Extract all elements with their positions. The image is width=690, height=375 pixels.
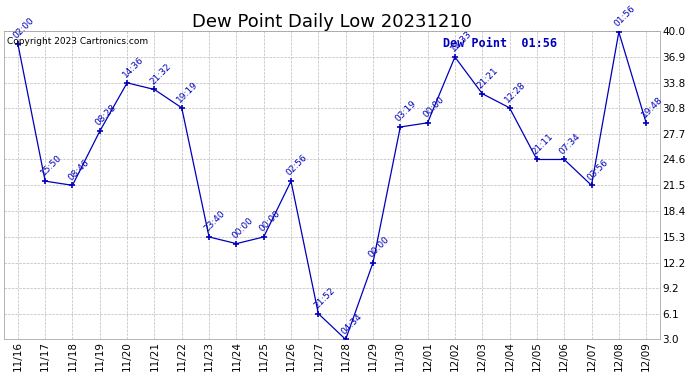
Text: Copyright 2023 Cartronics.com: Copyright 2023 Cartronics.com <box>8 38 148 46</box>
Text: 01:56: 01:56 <box>613 4 637 28</box>
Text: 00:00: 00:00 <box>366 235 391 260</box>
Text: 14:36: 14:36 <box>121 55 146 80</box>
Text: 00:00: 00:00 <box>421 95 446 120</box>
Text: 02:56: 02:56 <box>285 153 309 178</box>
Text: 08:46: 08:46 <box>66 158 90 182</box>
Text: 12:33: 12:33 <box>448 29 473 54</box>
Text: Dew Point  01:56: Dew Point 01:56 <box>444 38 558 50</box>
Text: 19:48: 19:48 <box>640 95 664 120</box>
Text: 03:56: 03:56 <box>585 158 610 182</box>
Text: 02:00: 02:00 <box>12 16 36 40</box>
Text: 04:34: 04:34 <box>339 312 364 336</box>
Title: Dew Point Daily Low 20231210: Dew Point Daily Low 20231210 <box>192 13 472 31</box>
Text: 03:19: 03:19 <box>394 99 419 124</box>
Text: 07:34: 07:34 <box>558 132 582 156</box>
Text: 21:52: 21:52 <box>312 286 337 310</box>
Text: 21:32: 21:32 <box>148 62 172 86</box>
Text: 21:11: 21:11 <box>531 132 555 156</box>
Text: 12:28: 12:28 <box>503 80 528 105</box>
Text: 23:40: 23:40 <box>203 209 227 234</box>
Text: 15:50: 15:50 <box>39 153 63 178</box>
Text: 00:00: 00:00 <box>230 216 255 240</box>
Text: 19:19: 19:19 <box>175 80 200 105</box>
Text: 08:28: 08:28 <box>93 103 118 128</box>
Text: 21:21: 21:21 <box>476 66 500 90</box>
Text: 00:00: 00:00 <box>257 209 282 234</box>
